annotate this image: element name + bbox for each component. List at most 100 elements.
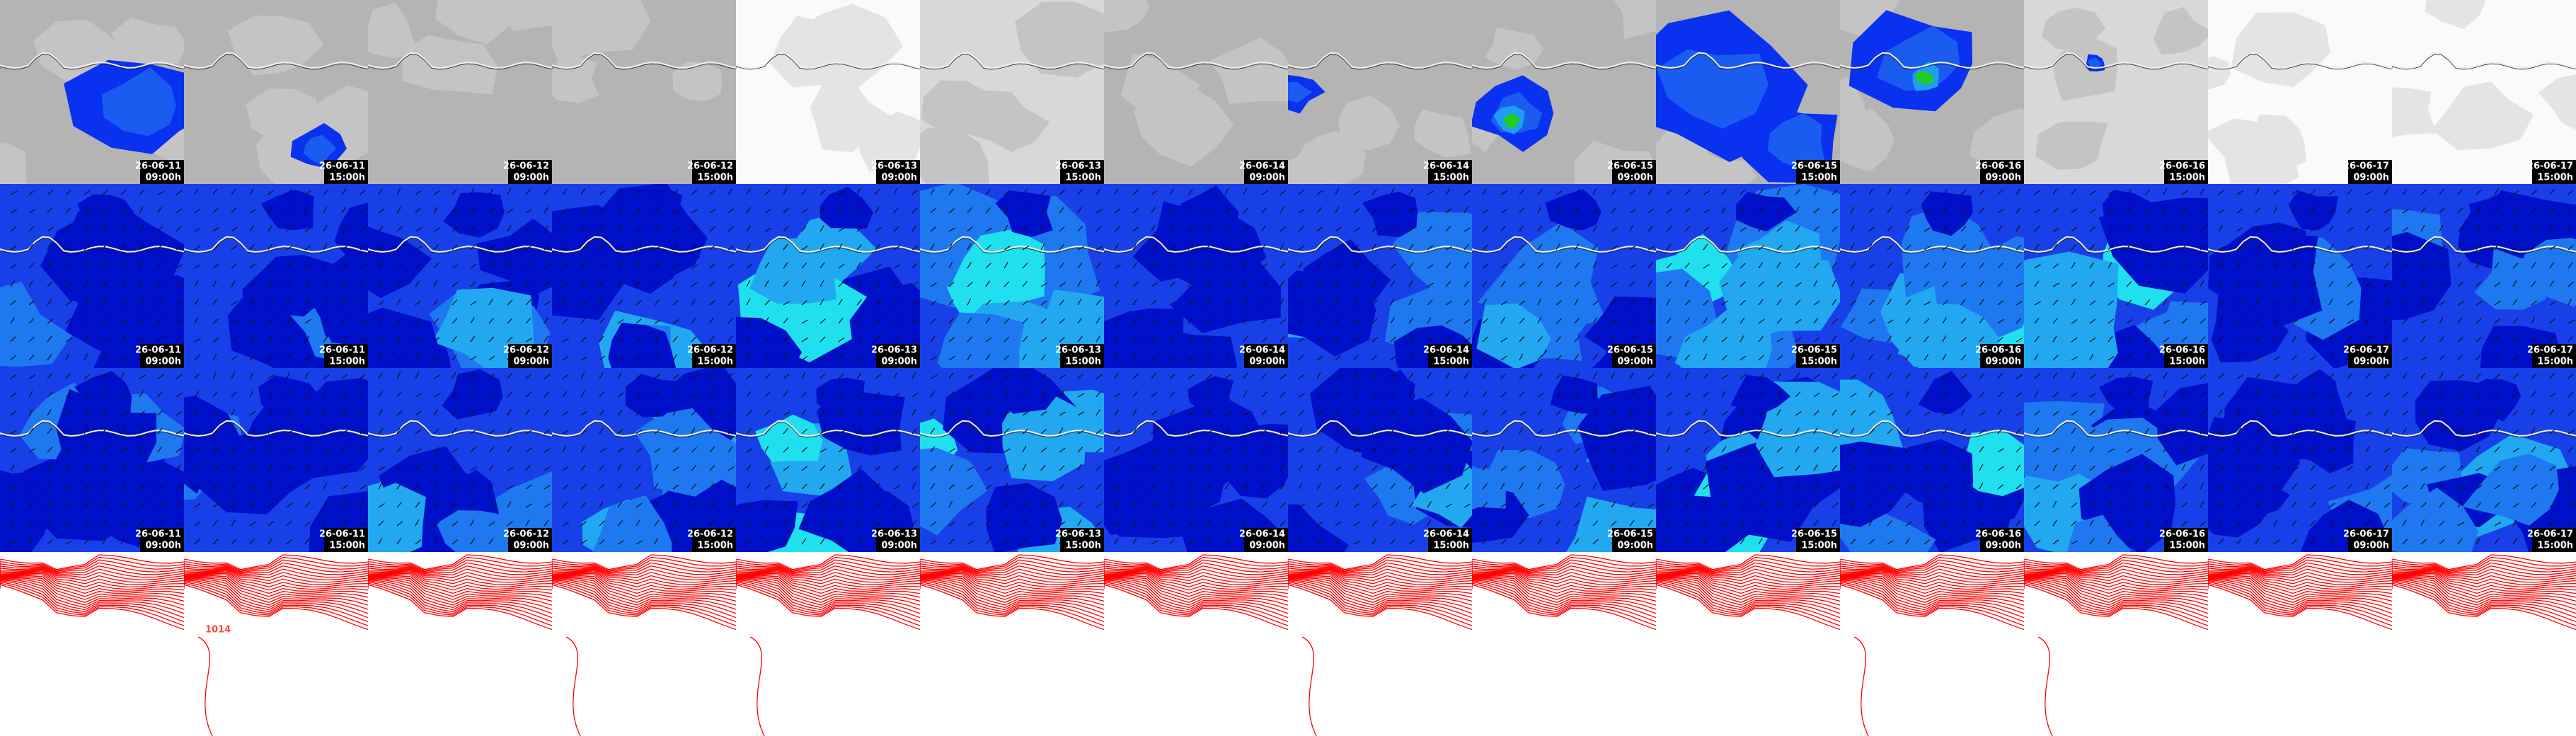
wind-arrow [139,207,144,214]
wind-arrow [2531,502,2537,508]
wind-arrow [1372,354,1377,361]
wind-arrow [820,225,824,232]
isobar [1656,574,1840,594]
coastline [736,236,920,253]
wind-arrow [378,427,384,435]
wind-arrow [1868,281,1875,287]
isobar [2024,565,2208,575]
wind-arrow [1758,447,1764,453]
wind-arrow [2181,336,2187,343]
time-label: 09:00h [2353,541,2389,551]
wind-arrow [930,483,936,490]
wind-arrow [194,299,199,306]
wind-arrow [2071,226,2078,232]
wind-arrow [2273,446,2278,453]
wind-arrow [2568,335,2573,343]
wind-arrow [1648,338,1655,343]
date-label: 26-06-15 [1607,345,1653,356]
wind-arrow [470,374,477,379]
wind-arrow [654,501,660,508]
wind-arrow [2549,482,2554,490]
isobar [0,574,184,594]
wind-arrow [2236,483,2243,490]
date-label: 26-06-11 [319,529,365,540]
wind-arrow [2163,410,2170,416]
wind-arrow [1243,411,1250,416]
wind-arrow [1096,299,1102,306]
date-label: 26-06-17 [2343,529,2389,540]
isobar [552,571,736,588]
wind-arrow [396,280,402,287]
wind-arrow [488,336,495,343]
wind-arrow [1942,225,1948,232]
wind-arrow [1500,502,1507,508]
wind-arrow [2457,337,2463,343]
time-label: 15:00h [1433,173,1469,183]
wind-arrow [1795,207,1800,214]
wind-arrow [1224,502,1231,508]
wind-arrow [1942,540,1950,545]
tile-content [0,0,184,184]
wind-arrow [2512,447,2519,453]
wind-arrow [1464,466,1471,471]
wind-arrow [838,263,845,269]
wind-arrow [1188,447,1195,453]
wind-arrow [1372,484,1379,490]
wind-arrow [1427,410,1433,416]
wind-arrow [820,410,826,416]
wind-arrow [488,263,495,269]
wind-arrow [820,373,826,379]
wind-arrow [1004,448,1011,453]
wind-arrow [212,354,217,361]
wind-arrow [2365,225,2370,232]
wind-arrow [2549,188,2555,195]
wind-arrow [764,262,770,269]
wind-arrow [1942,353,1947,361]
wind-arrow [801,409,806,416]
wind-arrow [231,539,237,545]
wind-arrow [2365,392,2372,398]
wind-arrow [415,410,422,416]
contour [608,323,677,368]
wind-arrow [1592,281,1599,287]
wind-arrow [2568,319,2575,324]
wind-arrow [1353,319,1360,324]
wind-arrow [304,538,310,545]
wind-arrow [1445,246,1453,251]
date-label: 26-06-17 [2527,161,2573,172]
isobar [552,568,736,581]
wind-arrow [507,208,514,214]
wind-arrow [2457,243,2462,251]
wind-arrow [1298,538,1304,545]
isobar [1472,559,1656,573]
isobar [552,579,736,610]
wind-arrow [102,408,107,416]
wind-arrow [617,464,622,471]
wind-arrow [2310,446,2315,453]
wind-arrow [304,264,311,269]
wind-arrow [801,246,808,251]
wind-arrow [65,282,72,287]
wind-arrow [249,372,254,379]
wind-arrow [1537,225,1543,232]
wind-arrow [1464,447,1471,453]
tile-content [552,552,736,736]
wind-arrow [1556,374,1562,379]
wind-arrow [396,335,401,343]
wind-arrow [488,318,494,324]
wind-arrow [1096,483,1102,490]
wind-arrow [672,299,679,306]
contour [625,374,691,418]
isobar [920,578,1104,606]
wind-arrow [1059,465,1065,471]
wind-arrow [525,373,531,379]
wind-arrow [1887,319,1894,324]
isobar [1472,581,1656,623]
wind-arrow [1040,464,1046,471]
wind-arrow [2347,319,2354,324]
wind-arrow [1316,356,1323,361]
isobar [1853,636,1869,736]
wind-arrow [985,484,992,490]
wind-arrow [2328,318,2335,324]
